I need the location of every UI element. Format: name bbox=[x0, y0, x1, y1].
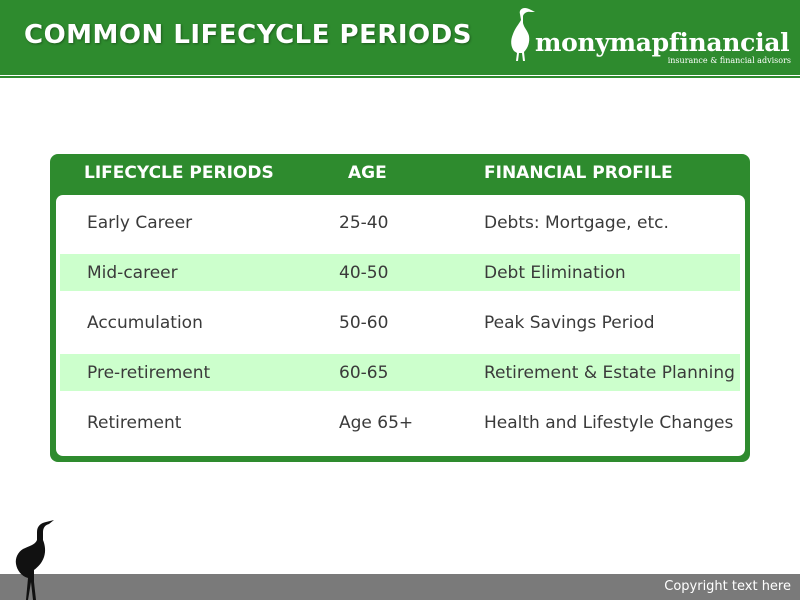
row-highlight bbox=[60, 254, 740, 291]
logo-wordmark: monymapfinancial bbox=[535, 28, 790, 57]
column-header-period: LIFECYCLE PERIODS bbox=[84, 163, 274, 183]
logo-tagline: insurance & financial advisors bbox=[667, 56, 791, 65]
column-header-age: AGE bbox=[348, 163, 387, 183]
cell-age: 25-40 bbox=[339, 213, 389, 233]
header-bar bbox=[0, 0, 800, 75]
cell-period: Early Career bbox=[87, 213, 193, 233]
footer-bar bbox=[0, 574, 800, 600]
row-highlight bbox=[60, 354, 740, 391]
cell-profile: Debts: Mortgage, etc. bbox=[484, 213, 669, 233]
cell-age: 60-65 bbox=[339, 363, 389, 383]
cell-period: Accumulation bbox=[87, 313, 203, 333]
cell-period: Mid-career bbox=[87, 263, 178, 283]
cell-period: Retirement bbox=[87, 413, 182, 433]
copyright-text: Copyright text here bbox=[664, 579, 791, 594]
cell-period: Pre-retirement bbox=[87, 363, 211, 383]
cell-profile: Debt Elimination bbox=[484, 263, 626, 283]
cell-profile: Health and Lifestyle Changes bbox=[484, 413, 734, 433]
cell-age: 40-50 bbox=[339, 263, 389, 283]
cell-age: 50-60 bbox=[339, 313, 389, 333]
column-header-profile: FINANCIAL PROFILE bbox=[484, 163, 673, 183]
heron-icon bbox=[511, 8, 535, 61]
cell-profile: Retirement & Estate Planning bbox=[484, 363, 735, 383]
heron-silhouette-icon bbox=[15, 520, 54, 600]
cell-age: Age 65+ bbox=[339, 413, 414, 433]
header-divider bbox=[0, 76, 800, 78]
cell-profile: Peak Savings Period bbox=[484, 313, 655, 333]
table-body bbox=[56, 195, 745, 456]
page-title: COMMON LIFECYCLE PERIODS bbox=[24, 20, 472, 50]
brand-logo: monymapfinancial insurance & financial a… bbox=[505, 6, 795, 68]
